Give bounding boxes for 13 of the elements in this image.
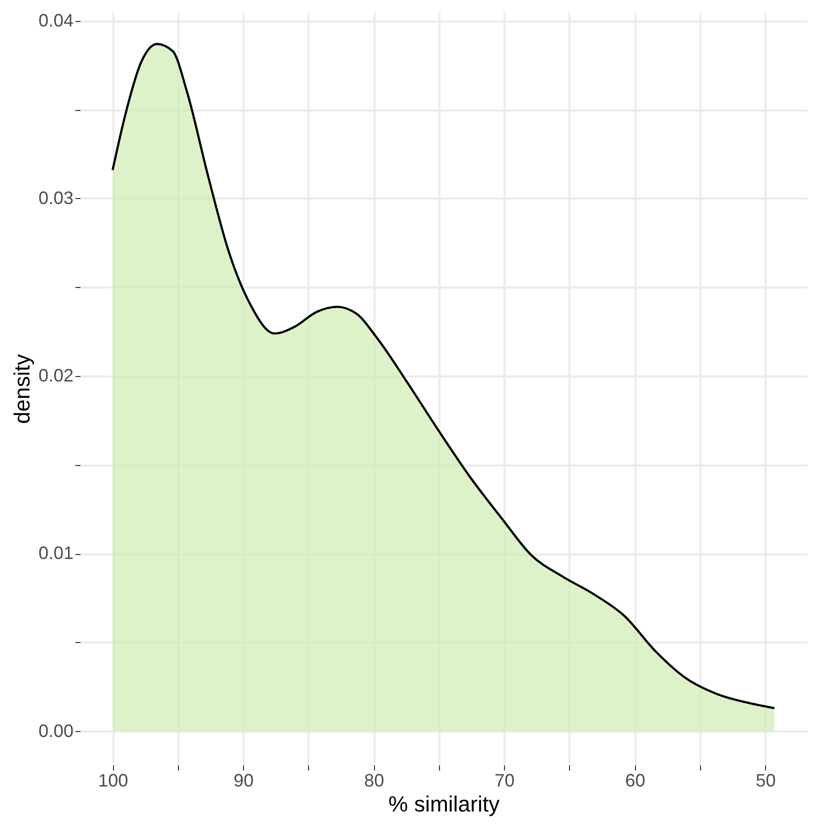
x-tick-label: 100 bbox=[98, 770, 128, 790]
y-tick-label: 0.01 bbox=[38, 543, 74, 564]
y-tick-label: 0.03 bbox=[38, 188, 74, 208]
y-tick-label: 0.04 bbox=[38, 10, 74, 30]
x-axis-title: % similarity bbox=[388, 792, 500, 816]
y-axis-title: density bbox=[9, 354, 34, 424]
x-tick-label: 60 bbox=[625, 770, 646, 790]
y-tick-label: 0.02 bbox=[38, 366, 74, 386]
x-tick-label: 80 bbox=[364, 770, 384, 790]
y-tick-label: 0.00 bbox=[38, 720, 74, 741]
x-tick-label: 70 bbox=[494, 770, 515, 790]
x-tick-label: 50 bbox=[756, 770, 776, 790]
x-tick-label: 90 bbox=[234, 770, 254, 790]
